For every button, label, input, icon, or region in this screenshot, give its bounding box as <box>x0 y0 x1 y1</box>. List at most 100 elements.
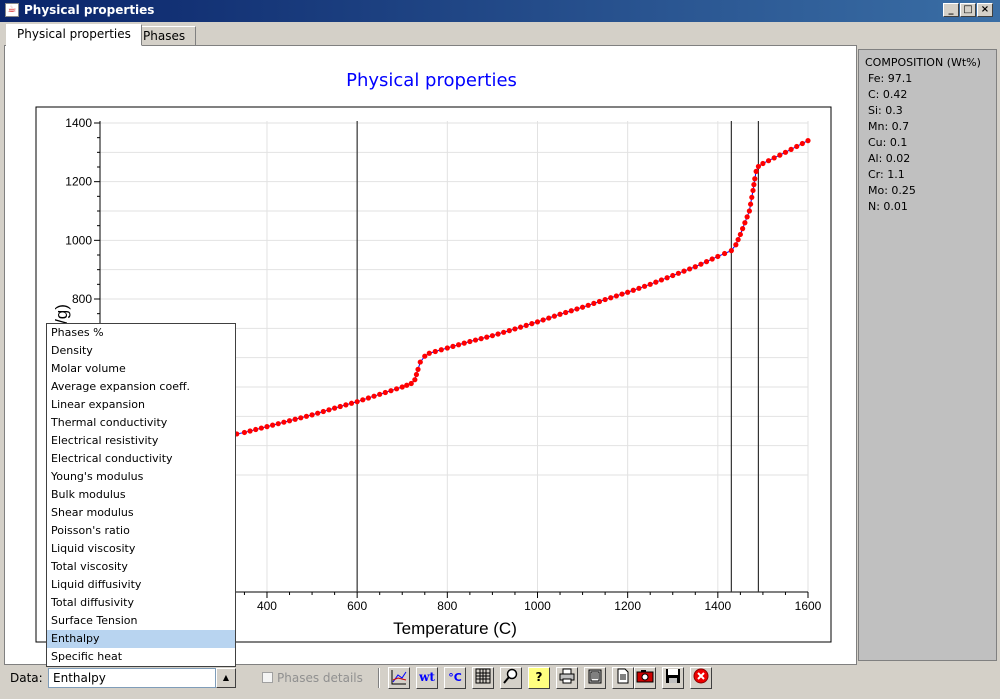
dropdown-option[interactable]: Phases % <box>51 326 104 339</box>
x-tick-label: 1400 <box>704 599 731 613</box>
close-window-button[interactable]: × <box>977 3 993 17</box>
data-point <box>619 291 625 297</box>
data-point <box>438 347 444 353</box>
data-point <box>563 309 569 316</box>
data-point <box>653 279 659 285</box>
dropdown-option[interactable]: Average expansion coeff. <box>51 380 191 393</box>
window-title: Physical properties <box>24 3 155 17</box>
help-icon[interactable]: ? <box>528 667 550 689</box>
data-point <box>360 397 366 403</box>
data-select[interactable]: Enthalpy <box>48 668 216 688</box>
data-point <box>501 329 507 335</box>
data-point <box>540 317 546 323</box>
data-point <box>794 143 800 150</box>
dropdown-option[interactable]: Poisson's ratio <box>51 524 130 537</box>
celsius-icon[interactable]: °C <box>444 667 466 689</box>
x-tick-label: 1600 <box>795 599 822 613</box>
data-point <box>484 334 490 340</box>
grid-icon[interactable] <box>472 667 494 689</box>
data-point <box>664 275 670 281</box>
data-point <box>534 319 541 325</box>
zoom-icon[interactable] <box>500 667 522 689</box>
composition-panel: COMPOSITION (Wt%) Fe: 97.1 C: 0.42 Si: 0.3… <box>858 49 997 661</box>
y-tick-label: 1200 <box>65 175 92 189</box>
checkbox-box[interactable] <box>262 672 273 683</box>
dropdown-option[interactable]: Surface Tension <box>51 614 138 627</box>
data-point <box>742 220 748 226</box>
axes-icon[interactable] <box>388 667 410 689</box>
java-app-icon: ☕ <box>5 3 19 17</box>
save-icon[interactable] <box>662 667 684 689</box>
composition-item: N: 0.01 <box>868 200 908 213</box>
dropdown-option[interactable]: Linear expansion <box>51 398 145 411</box>
data-point <box>579 304 586 310</box>
dropdown-option[interactable]: Shear modulus <box>51 506 134 519</box>
dropdown-option[interactable]: Density <box>51 344 93 357</box>
dropdown-option[interactable]: Liquid viscosity <box>51 542 136 555</box>
composition-item: Cr: 1.1 <box>868 168 905 181</box>
camera-icon[interactable] <box>634 667 656 689</box>
phases-details-label: Phases details <box>277 671 363 685</box>
data-point <box>760 160 766 167</box>
x-tick-label: 1200 <box>614 599 641 613</box>
data-point <box>343 402 349 408</box>
data-label: Data: <box>10 671 43 685</box>
data-point <box>241 429 248 436</box>
data-point <box>489 333 496 339</box>
data-point <box>426 350 432 356</box>
data-dropdown-list[interactable]: Phases % Density Molar volume Average expan… <box>46 323 236 667</box>
data-point <box>298 415 304 421</box>
data-point <box>670 272 676 279</box>
data-point <box>264 424 270 430</box>
close-icon[interactable] <box>690 667 712 689</box>
clipboard-icon[interactable] <box>584 667 606 689</box>
x-axis-label: Temperature (C) <box>393 619 517 638</box>
minimize-button[interactable]: _ <box>943 3 959 17</box>
data-point <box>394 386 400 392</box>
data-point <box>529 321 535 327</box>
dropdown-option[interactable]: Electrical resistivity <box>51 434 159 447</box>
dropdown-option[interactable]: Total diffusivity <box>51 596 134 609</box>
phases-details-checkbox[interactable]: Phases details <box>262 671 363 685</box>
dropdown-option[interactable]: Electrical conductivity <box>51 452 173 465</box>
document-icon[interactable] <box>612 667 634 689</box>
data-point <box>591 300 597 306</box>
data-point <box>382 389 388 396</box>
x-tick-label: 600 <box>347 599 367 613</box>
dropdown-option[interactable]: Molar volume <box>51 362 126 375</box>
dropdown-option[interactable]: Thermal conductivity <box>51 416 168 429</box>
dropdown-option[interactable]: Bulk modulus <box>51 488 126 501</box>
data-point <box>253 426 259 433</box>
wt-icon[interactable]: wt <box>416 667 438 689</box>
data-point <box>326 407 332 413</box>
data-point <box>568 308 574 314</box>
dropdown-option[interactable]: Enthalpy <box>47 630 235 648</box>
composition-item: Fe: 97.1 <box>868 72 913 85</box>
data-point <box>647 281 653 287</box>
print-icon[interactable] <box>556 667 578 689</box>
data-point <box>750 187 756 194</box>
dropdown-option[interactable]: Total viscosity <box>51 560 128 573</box>
maximize-button[interactable]: □ <box>960 3 976 17</box>
tab-physical-properties[interactable]: Physical properties <box>6 24 142 46</box>
dropdown-option[interactable]: Young's modulus <box>51 470 144 483</box>
dropdown-option[interactable]: Liquid diffusivity <box>51 578 142 591</box>
data-point <box>371 393 377 399</box>
data-point <box>687 266 693 272</box>
data-select-arrow[interactable]: ▲ <box>216 668 236 688</box>
data-point <box>404 382 410 388</box>
chart-title: Physical properties <box>346 70 517 91</box>
composition-list: Fe: 97.1 C: 0.42 Si: 0.3 Mn: 0.7 Cu: 0.1 Al: … <box>868 72 916 216</box>
data-point <box>315 410 321 416</box>
data-point <box>625 289 631 295</box>
data-point <box>658 277 665 283</box>
data-point <box>755 163 762 170</box>
tab-phases[interactable]: Phases <box>132 26 197 46</box>
data-point <box>777 152 783 158</box>
toolbar-separator <box>378 668 380 688</box>
dropdown-option[interactable]: Specific heat <box>51 650 123 663</box>
data-point <box>641 283 648 289</box>
data-point <box>698 261 704 267</box>
data-point <box>365 395 372 401</box>
data-point <box>799 140 805 147</box>
